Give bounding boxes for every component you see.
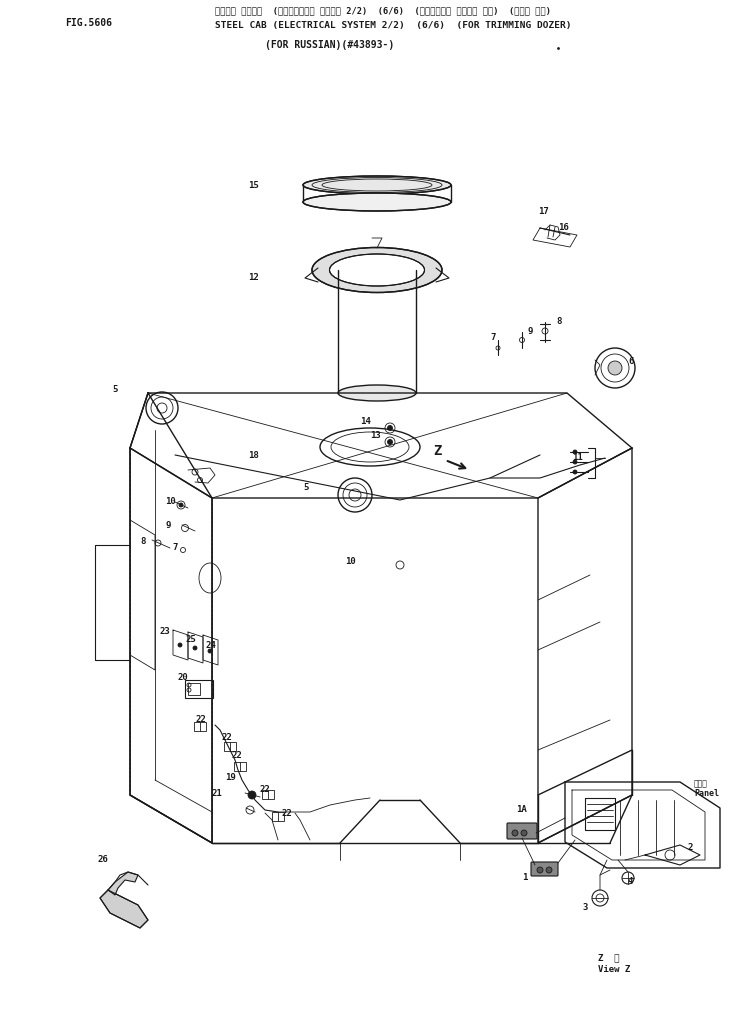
Ellipse shape [303,193,451,211]
Text: 22: 22 [232,752,243,761]
Text: 22: 22 [260,785,271,794]
Circle shape [608,361,622,375]
Ellipse shape [303,176,451,194]
Text: 8: 8 [140,538,146,547]
Bar [224,742,236,751]
Circle shape [521,830,527,836]
Text: 19: 19 [225,774,236,783]
Circle shape [193,646,197,650]
Text: 3: 3 [582,902,587,911]
Text: 2: 2 [688,844,694,853]
Bar [262,790,274,799]
Text: 12: 12 [248,273,259,283]
Text: 14: 14 [360,418,371,427]
Circle shape [179,503,183,507]
FancyBboxPatch shape [531,862,558,876]
Text: 24: 24 [205,641,216,650]
Circle shape [208,649,212,653]
Text: 5: 5 [303,483,308,492]
Text: 18: 18 [248,450,259,459]
Circle shape [248,791,256,799]
Text: 9: 9 [528,328,533,336]
Bar [272,812,284,821]
Circle shape [178,643,182,647]
Ellipse shape [329,254,425,286]
Text: 22: 22 [195,715,206,724]
Text: 16: 16 [558,224,569,232]
Text: 9: 9 [165,521,170,530]
Text: Z: Z [433,444,441,458]
Bar [188,683,200,695]
Text: Panel: Panel [694,789,719,798]
Text: View Z: View Z [598,965,630,974]
Text: 20: 20 [178,673,188,682]
Bar [185,680,213,698]
Text: スチール キャブ＊  (エレクトリカル システム 2/2)  (6/6)  (トリミング＊ ドーザー ヨク)  (ノミア ヨク): スチール キャブ＊ (エレクトリカル システム 2/2) (6/6) (トリミン… [215,6,551,15]
Circle shape [546,867,552,873]
Text: 15: 15 [248,181,259,190]
Polygon shape [100,890,148,928]
FancyBboxPatch shape [507,823,537,839]
Text: 25: 25 [185,636,196,645]
Text: Z  見: Z 見 [598,952,620,962]
Text: 23: 23 [160,628,170,637]
Circle shape [573,450,577,454]
Circle shape [388,426,393,431]
Circle shape [537,867,543,873]
Text: 6: 6 [628,357,633,366]
Text: 22: 22 [222,734,233,743]
Text: 4: 4 [628,878,633,887]
Polygon shape [108,872,138,895]
Circle shape [573,470,577,474]
Bar [234,762,246,771]
Ellipse shape [338,385,416,401]
Bar [194,722,206,731]
Text: 5: 5 [112,385,118,395]
Text: 21: 21 [212,788,222,797]
Text: パネル: パネル [694,779,708,788]
Text: FIG.5606: FIG.5606 [65,18,112,28]
Text: 11: 11 [572,453,583,462]
Text: 8: 8 [556,318,562,327]
Text: 7: 7 [490,334,495,342]
Text: 1A: 1A [516,805,527,814]
Text: 1: 1 [522,874,527,883]
Text: STEEL CAB (ELECTRICAL SYSTEM 2/2)  (6/6)  (FOR TRIMMING DOZER): STEEL CAB (ELECTRICAL SYSTEM 2/2) (6/6) … [215,21,572,30]
Text: 10: 10 [165,497,176,507]
Text: 13: 13 [370,432,381,441]
Circle shape [512,830,518,836]
Text: 22: 22 [282,808,293,817]
Text: (FOR RUSSIAN)(#43893-): (FOR RUSSIAN)(#43893-) [265,40,394,50]
Text: 17: 17 [538,208,549,217]
Ellipse shape [312,247,442,293]
Text: 26: 26 [98,856,109,865]
Text: 7: 7 [172,544,177,553]
Circle shape [573,460,577,464]
Text: 10: 10 [345,558,356,566]
Circle shape [388,440,393,445]
